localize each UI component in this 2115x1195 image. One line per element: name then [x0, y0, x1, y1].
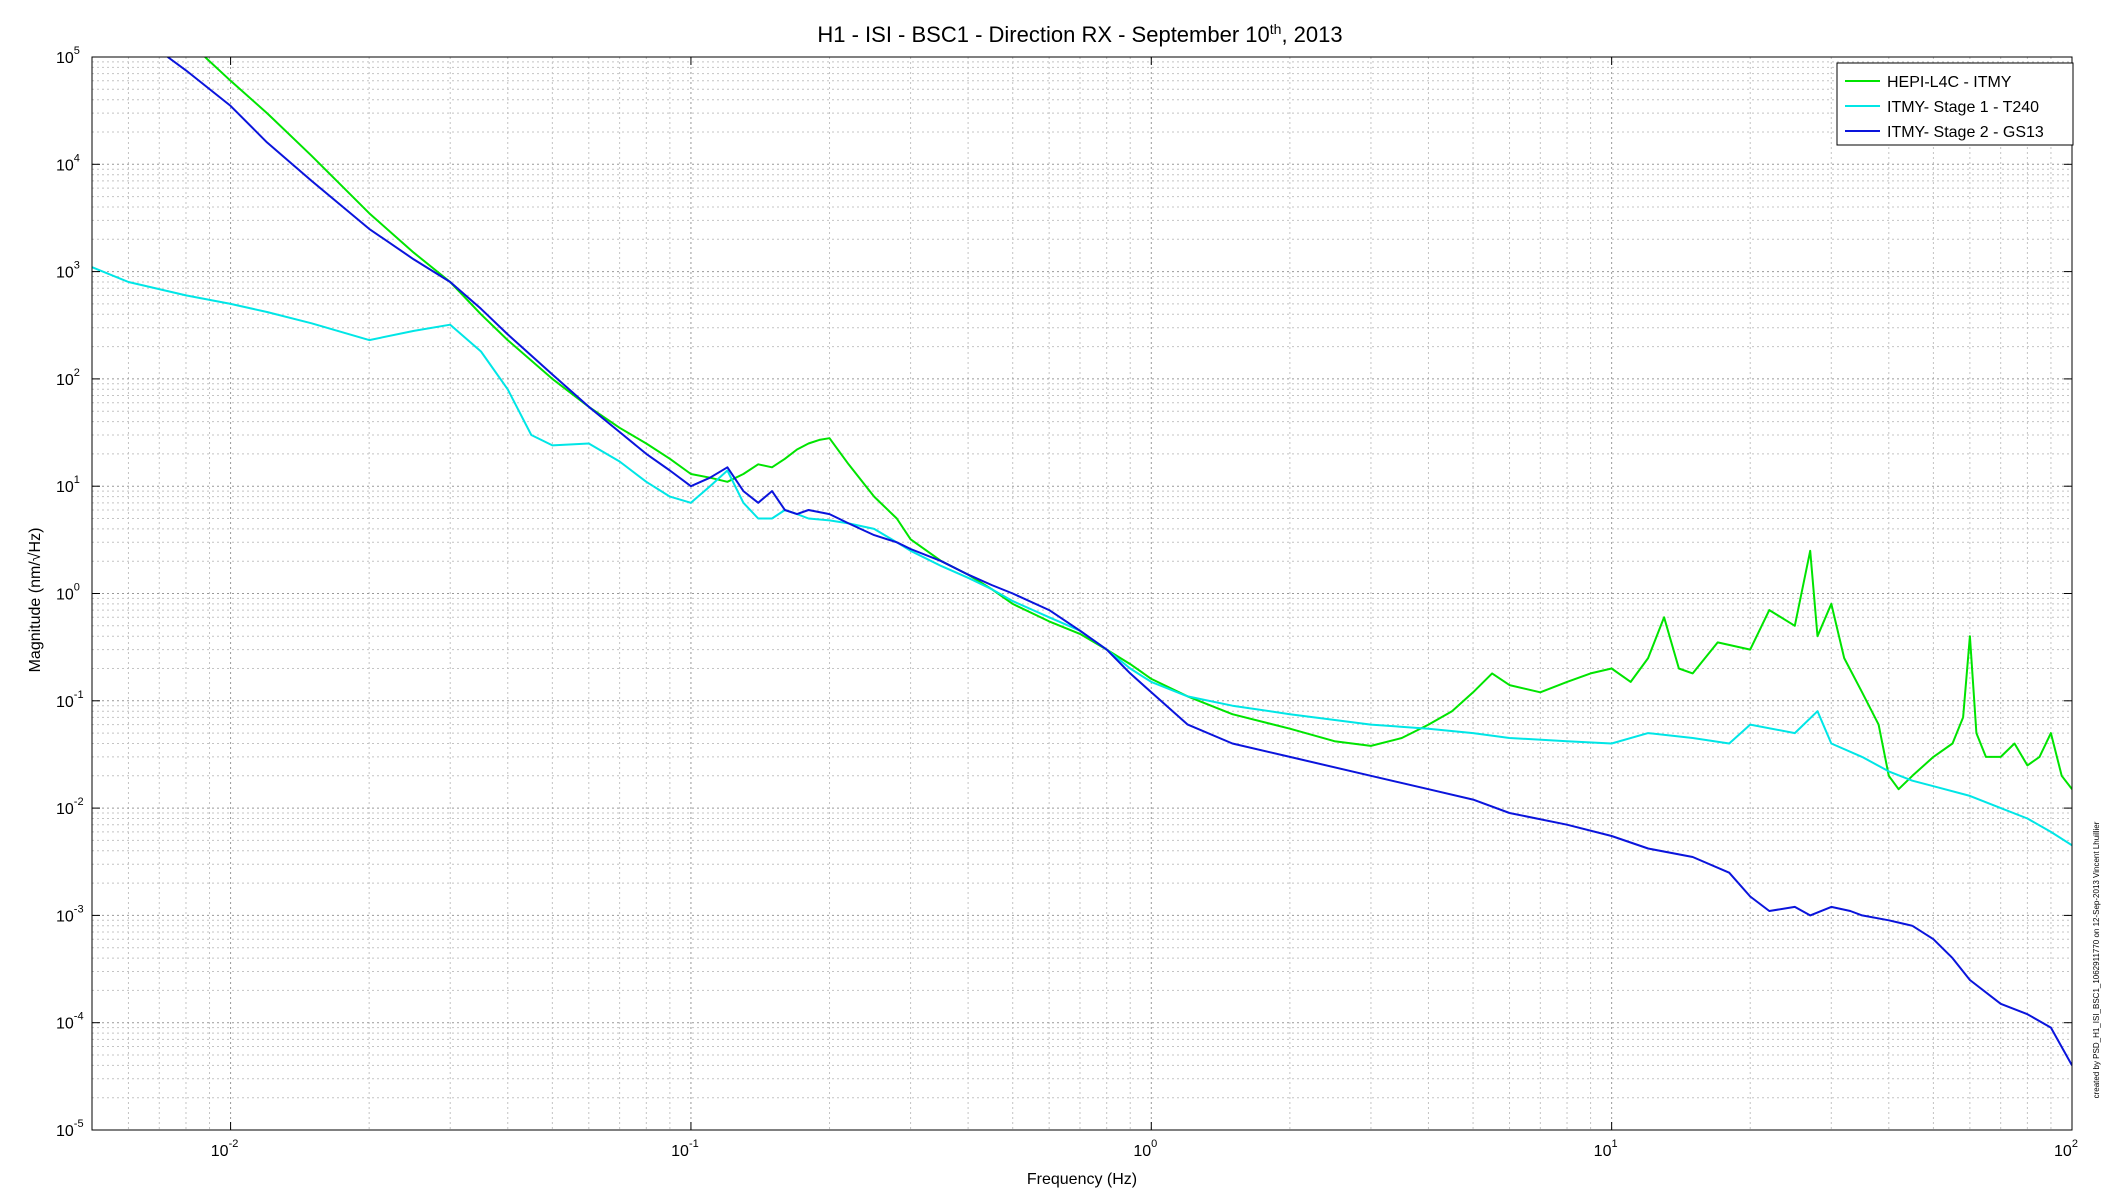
x-tick-label-exponent: 1: [1611, 1138, 1617, 1150]
y-tick-label-exponent: 3: [74, 260, 80, 272]
series-line-1: [204, 57, 2072, 791]
y-tick-label-exponent: 4: [74, 152, 80, 164]
chart-title: H1 - ISI - BSC1 - Direction RX - Septemb…: [817, 21, 1342, 47]
y-tick-label-base: 10: [56, 694, 74, 711]
x-tick-label-exponent: 2: [2072, 1138, 2078, 1150]
y-tick-label: 10-2: [56, 796, 84, 818]
x-tick-label-exponent: 0: [1151, 1138, 1157, 1150]
y-axis-label: Magnitude (nm/√Hz): [27, 528, 44, 673]
y-tick-label-base: 10: [56, 1016, 74, 1033]
x-axis-label: Frequency (Hz): [1027, 1171, 1137, 1188]
y-tick-label: 105: [56, 45, 80, 67]
x-tick-label: 10-2: [211, 1138, 239, 1160]
x-tick-label: 100: [1133, 1138, 1157, 1160]
y-tick-label-base: 10: [56, 157, 74, 174]
y-tick-label-exponent: 1: [74, 474, 80, 486]
x-tick-label-base: 10: [671, 1143, 689, 1160]
y-tick-label-exponent: 0: [74, 582, 80, 594]
y-tick-label-exponent: -5: [74, 1118, 84, 1130]
y-tick-label-exponent: 5: [74, 45, 80, 57]
x-tick-label-base: 10: [2054, 1143, 2072, 1160]
series-line-3: [167, 57, 2072, 1066]
chart-title-main: H1 - ISI - BSC1 - Direction RX - Septemb…: [817, 22, 1269, 47]
y-tick-label: 101: [56, 474, 80, 496]
y-tick-label-base: 10: [56, 265, 74, 282]
y-tick-label: 10-1: [56, 689, 84, 711]
y-tick-label: 103: [56, 260, 80, 282]
y-tick-label: 104: [56, 152, 80, 174]
legend-label-3: ITMY- Stage 2 - GS13: [1887, 124, 2044, 141]
y-tick-label-exponent: -1: [74, 689, 84, 701]
side-note: created by PSD_H1_ISI_BSC1_1062911770 on…: [2092, 821, 2101, 1098]
y-tick-label: 100: [56, 582, 80, 604]
y-tick-label-exponent: -4: [74, 1011, 84, 1023]
y-tick-label-base: 10: [56, 587, 74, 604]
x-tick-label-base: 10: [1594, 1143, 1612, 1160]
y-tick-label: 10-3: [56, 903, 84, 925]
y-tick-label-base: 10: [56, 801, 74, 818]
legend-label-1: HEPI-L4C - ITMY: [1887, 74, 2012, 91]
axis-ticks: 10-2 10-1 100 101 10210510410310210110010-11…: [56, 45, 2078, 1160]
y-tick-label: 10-4: [56, 1011, 84, 1033]
y-tick-label-base: 10: [56, 908, 74, 925]
data-series: [92, 57, 2072, 1066]
y-tick-label-exponent: 2: [74, 367, 80, 379]
y-tick-label-base: 10: [56, 479, 74, 496]
series-line-2: [92, 266, 2072, 847]
x-tick-label-base: 10: [211, 1143, 229, 1160]
x-tick-label: 10-1: [671, 1138, 699, 1160]
chart-title-superscript: th: [1270, 21, 1282, 37]
y-tick-label: 102: [56, 367, 80, 389]
y-tick-label-exponent: -2: [74, 796, 84, 808]
legend-label-2: ITMY- Stage 1 - T240: [1887, 99, 2039, 116]
legend: HEPI-L4C - ITMY ITMY- Stage 1 - T240 ITMY-…: [1836, 62, 2074, 146]
y-tick-label-base: 10: [56, 1123, 74, 1140]
x-tick-label-exponent: -1: [689, 1138, 699, 1150]
x-tick-label-base: 10: [1133, 1143, 1151, 1160]
y-tick-label-exponent: -3: [74, 903, 84, 915]
x-tick-label: 102: [2054, 1138, 2078, 1160]
y-tick-label: 10-5: [56, 1118, 84, 1140]
x-tick-label-exponent: -2: [229, 1138, 239, 1150]
chart-title-tail: , 2013: [1281, 22, 1342, 47]
y-tick-label-base: 10: [56, 50, 74, 67]
y-tick-label-base: 10: [56, 372, 74, 389]
x-tick-label: 101: [1594, 1138, 1618, 1160]
